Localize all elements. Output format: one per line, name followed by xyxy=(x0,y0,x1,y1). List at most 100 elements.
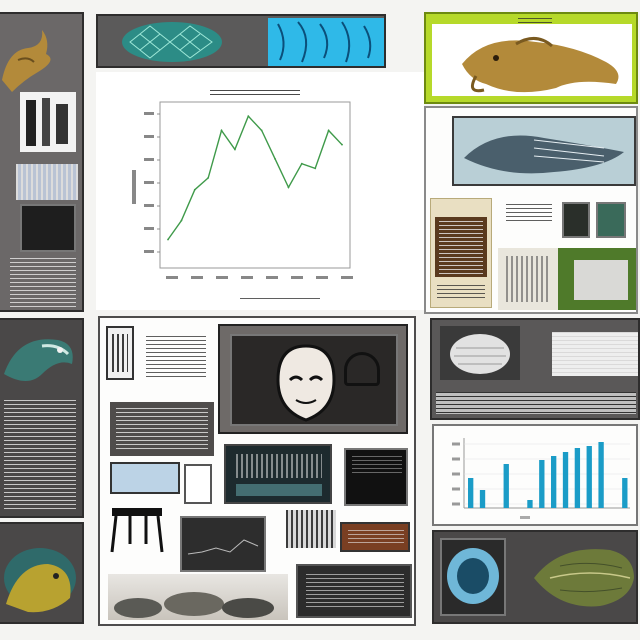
right-text-block xyxy=(552,332,638,376)
line-chart xyxy=(132,101,353,279)
bar-chart-card xyxy=(432,424,638,526)
bar xyxy=(539,460,545,508)
bar xyxy=(574,448,581,508)
bar-y-tick-label xyxy=(452,442,460,446)
x-tick-label xyxy=(166,276,178,279)
bar xyxy=(503,464,509,508)
left-panel-top xyxy=(0,12,84,312)
bar-y-tick-label xyxy=(452,502,460,506)
x-tick-label xyxy=(266,276,278,279)
green-thumbnail xyxy=(596,202,626,238)
line-point xyxy=(247,115,250,118)
dark-thumbnail xyxy=(562,202,590,238)
dashboard-card xyxy=(98,316,416,626)
line-series xyxy=(167,114,343,240)
line-chart-title xyxy=(210,90,300,98)
specimen-image xyxy=(452,116,636,186)
yellow-note xyxy=(430,198,492,308)
small-preview xyxy=(106,326,134,380)
headphones-icon xyxy=(344,352,380,386)
x-tick-label xyxy=(341,276,353,279)
bar xyxy=(562,452,569,508)
line-point xyxy=(287,186,290,189)
chair-illustration xyxy=(110,508,164,553)
blue-pattern-image xyxy=(268,18,384,66)
text-block-left-2 xyxy=(4,400,76,510)
line-point xyxy=(314,167,317,170)
bar xyxy=(586,446,592,508)
bar xyxy=(468,478,474,508)
bar xyxy=(527,500,533,508)
terminal-screen xyxy=(224,444,332,504)
bar xyxy=(598,442,604,508)
right-caption xyxy=(436,392,636,414)
top-banner xyxy=(96,14,386,68)
line-point xyxy=(167,238,169,241)
server-rack xyxy=(286,510,336,548)
x-tick-label xyxy=(316,276,328,279)
green-bottom-panel xyxy=(498,248,636,310)
y-tick-label xyxy=(144,181,154,184)
face-illustration xyxy=(276,344,336,422)
bar xyxy=(479,490,486,508)
y-tick-label xyxy=(144,250,154,253)
bar-x-axis-label xyxy=(520,516,530,519)
fish-card-title xyxy=(518,18,552,24)
scale-pattern-image xyxy=(122,22,222,62)
x-tick-label xyxy=(291,276,303,279)
right-info-card xyxy=(424,106,638,314)
fish-card xyxy=(424,12,638,104)
line-point xyxy=(234,148,236,151)
egg-image xyxy=(440,326,520,380)
lens-image xyxy=(440,538,506,616)
y-tick-label xyxy=(144,112,154,115)
line-point xyxy=(220,129,223,132)
x-tick-label xyxy=(216,276,228,279)
line-chart-card xyxy=(96,72,424,310)
rocks-image xyxy=(108,574,288,620)
line-point xyxy=(300,162,303,165)
line-point xyxy=(207,176,210,179)
right-panel-bottom xyxy=(432,530,638,624)
y-tick-label xyxy=(144,227,154,230)
line-point xyxy=(180,219,183,222)
dashboard-text-1 xyxy=(146,336,206,378)
line-point xyxy=(260,129,263,132)
dark-monitor xyxy=(344,448,408,506)
video-player xyxy=(218,324,408,434)
bottom-toolbar xyxy=(296,564,412,618)
graph-monitor xyxy=(180,516,266,572)
bird-illustration xyxy=(4,339,73,381)
bar xyxy=(551,456,557,508)
y-axis-label xyxy=(132,170,136,204)
y-tick-label xyxy=(144,204,154,207)
fish-illustration xyxy=(462,37,619,93)
line-chart-footnote xyxy=(240,298,320,302)
x-tick-label xyxy=(241,276,253,279)
y-tick-label xyxy=(144,135,154,138)
device-image xyxy=(20,92,76,152)
leaf-fish-illustration xyxy=(534,549,634,607)
blue-window xyxy=(110,462,180,494)
right-panel-middle xyxy=(430,318,640,420)
text-block-right xyxy=(506,204,552,222)
bar-y-tick-label xyxy=(452,457,460,461)
brown-box xyxy=(340,522,410,552)
line-point xyxy=(274,158,276,160)
bar xyxy=(622,478,628,508)
bar-y-tick-label xyxy=(452,472,460,476)
thumbnail-dark xyxy=(20,204,76,252)
bar-y-tick-label xyxy=(452,487,460,491)
left-panel-bottom xyxy=(0,522,84,624)
white-box xyxy=(184,464,212,504)
line-point xyxy=(193,188,196,191)
line-point xyxy=(341,143,343,146)
left-panel-middle xyxy=(0,318,84,518)
barcode-strip xyxy=(16,164,78,200)
line-chart-frame xyxy=(159,101,351,269)
bar-chart xyxy=(452,438,630,519)
lizard-illustration-bottom xyxy=(4,548,76,613)
x-tick-label xyxy=(191,276,203,279)
line-point xyxy=(327,129,330,132)
text-block-left xyxy=(10,258,76,308)
